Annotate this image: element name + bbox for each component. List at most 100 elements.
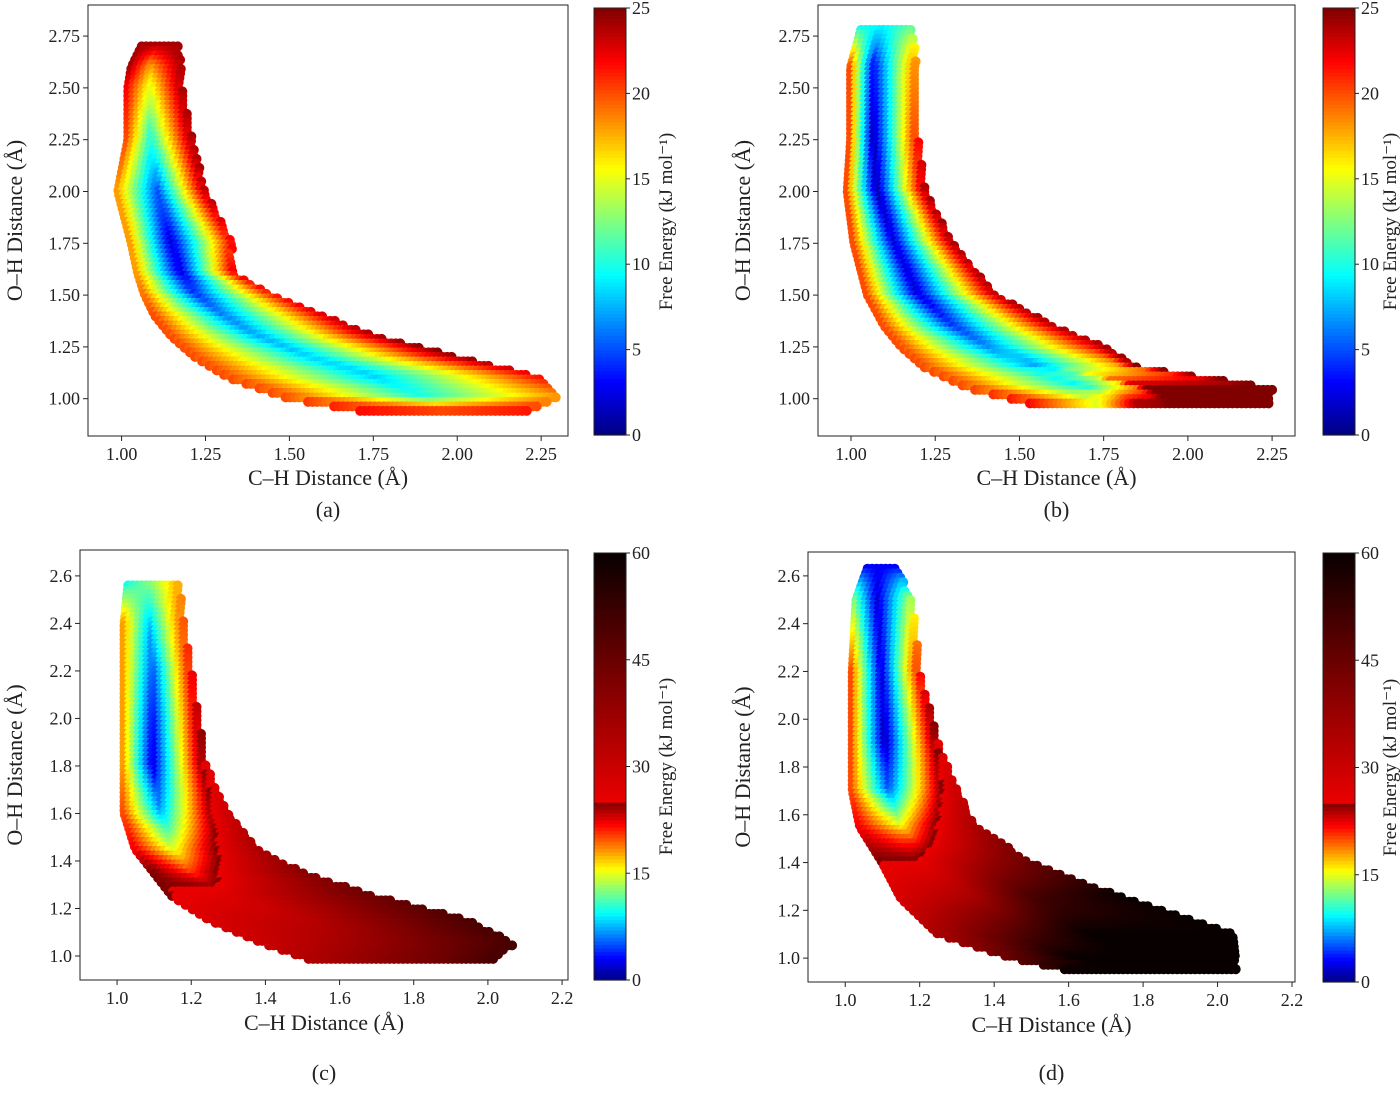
- colorbar-segment: [1323, 178, 1355, 183]
- colorbar-segment: [594, 381, 626, 386]
- colorbar-segment: [594, 32, 626, 38]
- y-axis-label: O–H Distance (Å): [2, 140, 27, 301]
- colorbar-segment: [594, 178, 626, 183]
- colorbar-segment: [594, 86, 626, 91]
- axes-frame: [87, 4, 569, 437]
- colorbar-segment: [594, 121, 626, 127]
- colorbar-segment: [594, 264, 626, 269]
- colorbar-segment: [1323, 75, 1355, 80]
- colorbar-segment: [594, 342, 626, 347]
- colorbar-segment: [594, 349, 626, 354]
- colorbar-segment: [1323, 125, 1355, 130]
- data-point: [531, 401, 542, 412]
- colorbar-segment: [594, 64, 626, 70]
- colorbar-segment: [1323, 232, 1355, 237]
- colorbar-segment: [1323, 306, 1355, 312]
- colorbar-segment: [594, 100, 626, 105]
- colorbar-segment: [594, 249, 626, 255]
- colorbar-segment: [1323, 189, 1355, 194]
- y-tick-label: 1.50: [779, 285, 811, 305]
- colorbar-segment: [1323, 342, 1355, 347]
- y-tick-label: 1.00: [779, 389, 811, 409]
- colorbar-segment: [1323, 25, 1355, 30]
- colorbar-segment: [594, 207, 626, 212]
- colorbar-tick-label: 5: [632, 340, 641, 360]
- colorbar-segment: [1323, 50, 1355, 55]
- colorbar-segment: [1323, 395, 1355, 401]
- colorbar-segment: [1323, 221, 1355, 226]
- colorbar-tick-label: 15: [632, 169, 650, 189]
- colorbar-tick-label: 10: [1361, 254, 1379, 274]
- colorbar-segment: [1323, 32, 1355, 38]
- axes-frame: [817, 4, 1296, 437]
- colorbar-segment: [1323, 225, 1355, 230]
- colorbar-segment: [594, 271, 626, 276]
- colorbar-segment: [1323, 314, 1355, 319]
- colorbar-segment: [1323, 111, 1355, 116]
- colorbar-segment: [1323, 196, 1355, 201]
- colorbar-segment: [594, 11, 626, 16]
- colorbar-segment: [1323, 36, 1355, 41]
- colorbar-segment: [1323, 114, 1355, 119]
- colorbar-segment: [594, 161, 626, 166]
- colorbar-segment: [1323, 100, 1355, 105]
- colorbar-frame: [593, 7, 627, 436]
- colorbar-segment: [1323, 331, 1355, 336]
- colorbar-segment: [594, 196, 626, 201]
- y-axis-label: O–H Distance (Å): [730, 140, 755, 301]
- colorbar-segment: [1323, 228, 1355, 233]
- colorbar-segment: [1323, 378, 1355, 383]
- colorbar-segment: [1323, 79, 1355, 84]
- colorbar-segment: [594, 203, 626, 208]
- colorbar-segment: [594, 267, 626, 272]
- colorbar-segment: [594, 57, 626, 62]
- y-tick-label: 2.25: [49, 130, 81, 150]
- colorbar-segment: [1323, 128, 1355, 134]
- colorbar-segment: [1323, 54, 1355, 59]
- colorbar-segment: [594, 346, 626, 351]
- x-tick-label: 1.00: [835, 444, 867, 464]
- colorbar-segment: [1323, 239, 1355, 244]
- colorbar-segment: [594, 22, 626, 27]
- colorbar-segment: [1323, 153, 1355, 159]
- colorbar-segment: [1323, 289, 1355, 294]
- colorbar-segment: [594, 324, 626, 329]
- colorbar-segment: [1323, 29, 1355, 34]
- colorbar-segment: [1323, 185, 1355, 191]
- colorbar-segment: [594, 111, 626, 116]
- colorbar-segment: [594, 239, 626, 244]
- colorbar-segment: [1323, 299, 1355, 304]
- panel-a: 1.00 1.25 1.50 1.75 2.00 2.251.001.251.501.75…: [2, 0, 677, 522]
- colorbar-segment: [594, 214, 626, 219]
- colorbar-segment: [594, 321, 626, 326]
- colorbar-segment: [1323, 68, 1355, 73]
- y-tick-label: 1.50: [49, 285, 81, 305]
- colorbar-segment: [1323, 18, 1355, 23]
- colorbar-segment: [1323, 214, 1355, 219]
- x-tick-label: 1.00: [106, 444, 138, 464]
- colorbar-segment: [594, 235, 626, 240]
- colorbar-segment: [594, 395, 626, 401]
- colorbar-segment: [594, 356, 626, 361]
- colorbar-segment: [594, 157, 626, 162]
- colorbar-segment: [1323, 420, 1355, 425]
- colorbar-segment: [1323, 207, 1355, 212]
- colorbar-segment: [594, 367, 626, 372]
- x-tick-label: 2.00: [1172, 444, 1204, 464]
- colorbar-segment: [594, 15, 626, 20]
- colorbar-segment: [594, 296, 626, 301]
- colorbar-segment: [594, 378, 626, 383]
- data-point: [541, 396, 552, 407]
- colorbar-segment: [1323, 72, 1355, 77]
- colorbar-segment: [594, 427, 626, 433]
- colorbar-frame: [1322, 7, 1356, 436]
- colorbar-segment: [594, 420, 626, 425]
- colorbar-segment: [1323, 253, 1355, 258]
- colorbar-segment: [1323, 8, 1355, 13]
- colorbar-segment: [1323, 143, 1355, 148]
- x-tick-label: 2.00: [441, 444, 473, 464]
- colorbar-segment: [594, 146, 626, 151]
- colorbar-segment: [594, 410, 626, 415]
- colorbar-segment: [1323, 257, 1355, 262]
